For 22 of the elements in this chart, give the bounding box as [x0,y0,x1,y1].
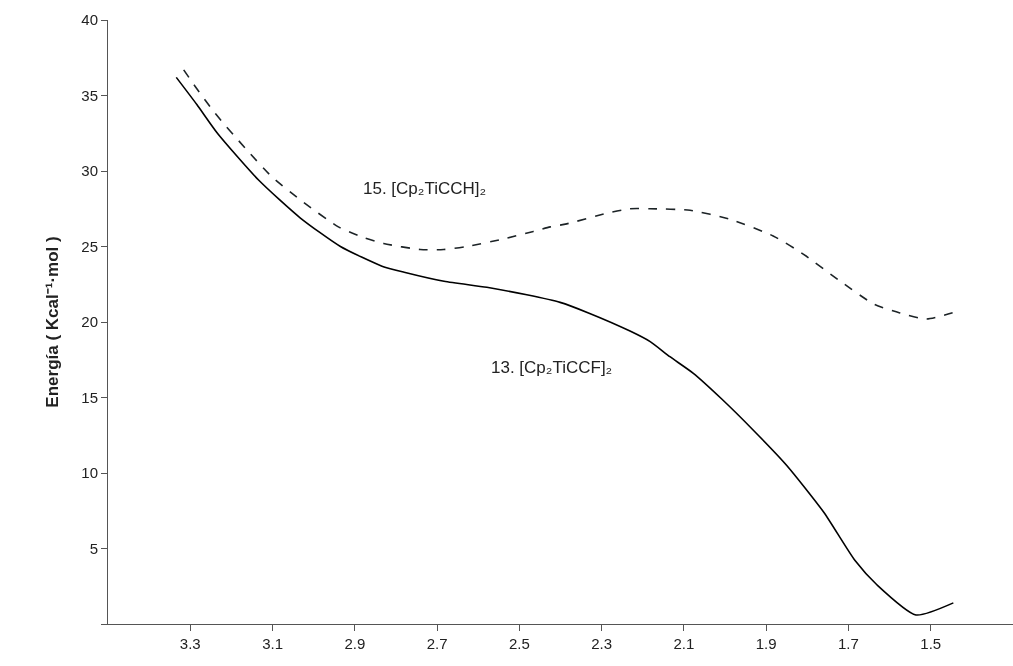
y-tick-label: 10 [81,464,98,482]
x-tick-label: 2.7 [426,635,448,652]
x-tick-label: 2.9 [344,635,366,652]
x-tick-label: 1.9 [755,635,777,652]
x-tick-label: 3.3 [179,635,201,652]
line-series [175,76,955,616]
annotation: 13. [Cp₂TiCCF]₂ [491,358,613,377]
x-tick-label: 2.3 [591,635,613,652]
x-tick-label: 2.1 [673,635,695,652]
y-tick-label: 40 [81,11,98,29]
x-tick-label: 2.5 [508,635,530,652]
y-tick-label: 15 [81,388,98,406]
y-tick-label: 35 [81,86,98,104]
y-tick-label: 20 [81,313,98,331]
y-tick-label: 30 [81,162,98,180]
y-axis-title: Energía ( Kcal⁻¹·mol ) [42,236,62,408]
y-tick-label: 5 [89,539,98,557]
x-tick-label: 1.7 [838,635,859,652]
y-tick-label: 25 [81,237,98,255]
x-tick-label: 1.5 [920,635,942,652]
annotation: 15. [Cp₂TiCCH]₂ [363,179,487,198]
x-tick-label: 3.1 [262,635,283,652]
